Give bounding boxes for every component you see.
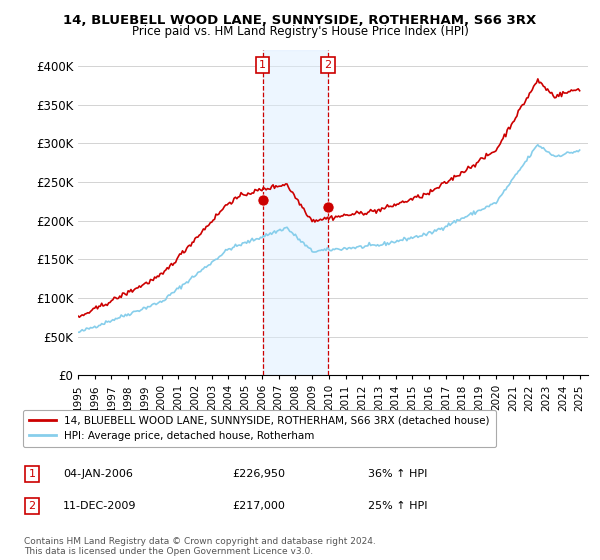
Bar — [263, 50, 328, 375]
Text: £226,950: £226,950 — [232, 469, 286, 479]
Text: Price paid vs. HM Land Registry's House Price Index (HPI): Price paid vs. HM Land Registry's House … — [131, 25, 469, 38]
Text: 1: 1 — [29, 469, 35, 479]
Text: 25% ↑ HPI: 25% ↑ HPI — [368, 501, 427, 511]
Legend: 14, BLUEBELL WOOD LANE, SUNNYSIDE, ROTHERHAM, S66 3RX (detached house), HPI: Ave: 14, BLUEBELL WOOD LANE, SUNNYSIDE, ROTHE… — [23, 409, 496, 447]
Text: 14, BLUEBELL WOOD LANE, SUNNYSIDE, ROTHERHAM, S66 3RX: 14, BLUEBELL WOOD LANE, SUNNYSIDE, ROTHE… — [64, 14, 536, 27]
Text: This data is licensed under the Open Government Licence v3.0.: This data is licensed under the Open Gov… — [24, 547, 313, 556]
Text: 2: 2 — [29, 501, 35, 511]
Text: 04-JAN-2006: 04-JAN-2006 — [63, 469, 133, 479]
Text: 11-DEC-2009: 11-DEC-2009 — [63, 501, 137, 511]
Text: Contains HM Land Registry data © Crown copyright and database right 2024.: Contains HM Land Registry data © Crown c… — [24, 537, 376, 546]
Text: 1: 1 — [259, 60, 266, 70]
Text: £217,000: £217,000 — [232, 501, 285, 511]
Text: 36% ↑ HPI: 36% ↑ HPI — [368, 469, 427, 479]
Text: 2: 2 — [325, 60, 332, 70]
